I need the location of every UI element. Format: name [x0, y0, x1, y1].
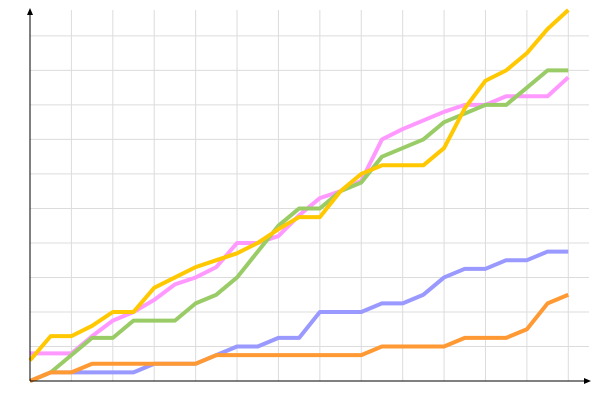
series-line — [29, 68, 569, 383]
series-line — [29, 249, 569, 383]
series-line — [29, 292, 570, 383]
y-axis-arrow — [27, 8, 33, 15]
plot-lines — [28, 8, 570, 383]
series-line — [28, 8, 570, 362]
x-axis-arrow — [584, 378, 591, 384]
